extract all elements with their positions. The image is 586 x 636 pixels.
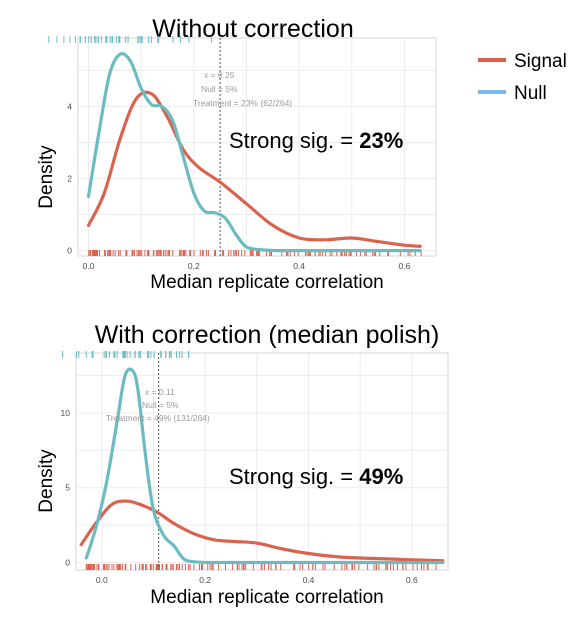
y-tick-label: 2 [67,174,72,184]
legend-label-signal: Signal [514,51,567,72]
chart-title: With correction (median polish) [95,321,440,349]
legend-item-signal: Signal [478,51,567,72]
density-line-signal [79,499,445,563]
threshold-annotation-line-1: x = 0.25 [204,70,235,80]
x-tick-label: 0.2 [199,575,211,585]
x-tick-label: 0.0 [96,575,108,585]
threshold-annotation-line-1: x = 0.11 [145,387,175,397]
x-tick-label: 0.4 [303,575,315,585]
y-axis-label: Density [36,145,57,209]
density-line-signal [86,90,422,248]
x-axis-label: Median replicate correlation [150,587,383,608]
chart-with-correction: With correction (median polish) 0.0 0.2 0.… [36,321,449,608]
x-tick-label: 0.4 [293,261,305,271]
density-line-null [84,367,445,565]
x-tick-label: 0.6 [406,575,418,585]
threshold-annotation-line-2: Null = 5% [201,84,238,94]
plot-background [77,37,437,257]
threshold-annotation-line-2: Null = 5% [142,400,179,410]
y-tick-label: 10 [61,408,71,418]
tick-labels: 0.0 0.2 0.4 0.6 0 2 4 [67,101,410,271]
x-tick-label: 0.6 [398,261,410,271]
x-axis-label: Median replicate correlation [150,272,383,293]
density-line-null [86,52,422,253]
y-tick-label: 4 [67,101,72,111]
threshold-annotation-line-3: Treatment = 49% (131/264) [106,413,210,423]
y-tick-label: 0 [65,558,70,568]
y-tick-label: 0 [67,246,72,256]
callout-value: 49% [359,464,403,489]
plot-background [75,352,449,571]
x-tick-label: 0.0 [83,261,95,271]
callout-prefix: Strong sig. = [229,464,359,489]
callout-value: 23% [359,128,403,153]
threshold-annotation-line-3: Treatment = 23% (62/264) [193,98,292,108]
plot-panel [62,351,449,571]
tick-labels: 0.0 0.2 0.4 0.6 0 5 10 [61,408,418,585]
strong-significance-callout: Strong sig. = 23% [229,128,403,153]
legend-label-null: Null [514,83,547,104]
x-tick-label: 0.2 [188,261,200,271]
legend-item-null: Null [478,83,547,104]
legend: Signal Null [478,51,567,104]
callout-prefix: Strong sig. = [229,128,359,153]
y-tick-label: 5 [65,483,70,493]
strong-significance-callout: Strong sig. = 49% [229,464,403,489]
plot-panel [48,36,437,257]
y-axis-label: Density [36,449,57,513]
